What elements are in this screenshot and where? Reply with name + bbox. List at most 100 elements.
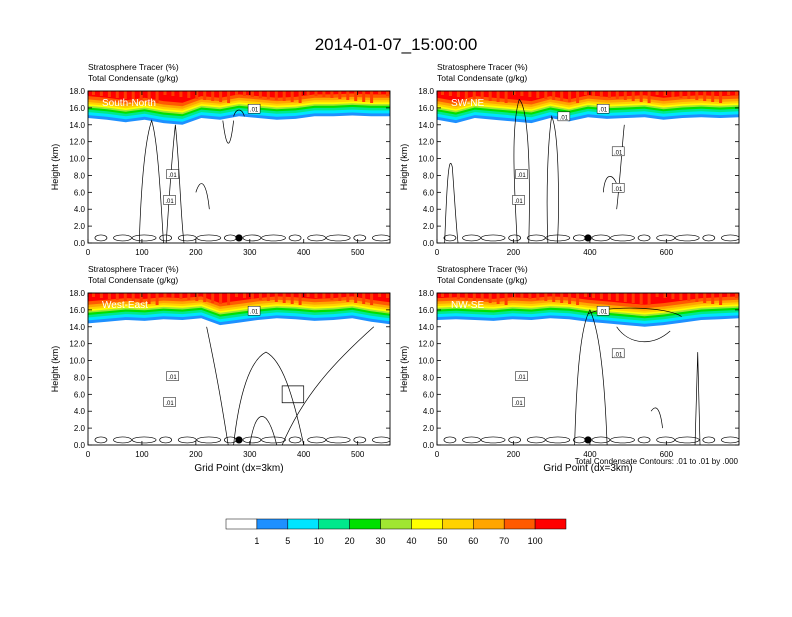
y-tick-label: 0.0 — [423, 441, 435, 450]
tracer-spike — [330, 91, 334, 98]
colorbar-label: 60 — [468, 536, 478, 546]
panel-label: SW-NE — [451, 98, 484, 109]
condensate-contour — [587, 307, 682, 317]
condensate-contour — [674, 234, 700, 242]
tracer-spike — [139, 293, 143, 303]
tracer-spike — [378, 293, 382, 297]
condensate-contour — [281, 385, 305, 404]
figure-title: 2014-01-07_15:00:00 — [315, 35, 478, 54]
tracer-spike — [639, 91, 643, 102]
colorbar-box — [287, 518, 319, 530]
tracer-spike — [282, 293, 286, 303]
tracer-spike — [464, 293, 468, 300]
tracer-spike — [592, 91, 595, 96]
condensate-contour — [159, 436, 173, 444]
tracer-spike — [623, 293, 627, 302]
condensate-contour — [94, 436, 108, 444]
y-tick-label: 4.0 — [423, 205, 435, 214]
contour-label: .01 — [614, 352, 623, 358]
y-tick-label: 4.0 — [74, 205, 86, 214]
tracer-spike — [560, 91, 564, 101]
tracer-spike — [386, 91, 389, 96]
tracer-spike — [671, 91, 675, 97]
y-tick-label: 18.0 — [418, 289, 434, 298]
tracer-spike — [92, 91, 95, 95]
y-tick-label: 14.0 — [418, 121, 434, 130]
tracer-spike — [171, 293, 175, 298]
tracer-spike — [282, 91, 286, 101]
tracer-spike — [520, 293, 524, 298]
condensate-contour — [616, 124, 625, 210]
tracer-spike — [663, 293, 667, 298]
condensate-contour — [206, 326, 229, 445]
tracer-spike — [243, 91, 246, 96]
tracer-spike — [266, 91, 270, 99]
y-tick-label: 10.0 — [69, 357, 85, 366]
tracer-spike — [354, 91, 358, 101]
condensate-contour — [443, 234, 457, 242]
x-tick-label: 100 — [135, 248, 149, 257]
tracer-spike — [480, 91, 484, 100]
tracer-spike — [584, 91, 587, 95]
contour-label-box — [557, 111, 571, 122]
tracer-spike — [346, 293, 350, 302]
x-tick-label: 0 — [435, 450, 440, 459]
contour-label-box — [611, 146, 625, 157]
tracer-spike — [187, 91, 191, 98]
tracer-spike — [378, 91, 382, 95]
tracer-spike — [235, 293, 238, 297]
condensate-contour — [637, 234, 651, 242]
condensate-contour — [196, 234, 222, 242]
contour-label: .01 — [168, 173, 177, 179]
contour-label: .01 — [250, 310, 259, 316]
contour-label-box — [596, 103, 610, 114]
tracer-spike — [211, 293, 215, 303]
tracer-spike — [496, 293, 500, 304]
contour-label: .01 — [599, 108, 608, 114]
condensate-contour — [233, 351, 305, 445]
colorbar-box — [411, 518, 443, 530]
tracer-spike — [703, 91, 707, 101]
condensate-contour — [443, 436, 457, 444]
tracer-spike — [719, 293, 723, 305]
y-tick-label: 10.0 — [69, 155, 85, 164]
location-marker — [235, 234, 243, 242]
tracer-spike — [584, 293, 587, 297]
y-tick-label: 12.0 — [418, 340, 434, 349]
tracer-spike — [536, 91, 540, 98]
condensate-contour — [508, 436, 522, 444]
tracer-spike — [274, 91, 278, 100]
y-tick-label: 8.0 — [423, 373, 435, 382]
contour-label: .01 — [599, 310, 608, 316]
tracer-spike — [647, 91, 651, 103]
condensate-contour — [462, 234, 481, 242]
condensate-contour — [372, 436, 390, 444]
tracer-spike — [552, 293, 556, 302]
colorbar-label: 20 — [345, 536, 355, 546]
tracer-spike — [671, 293, 675, 299]
contour-label-box — [512, 195, 525, 205]
condensate-contour — [526, 436, 546, 444]
tracer-spike — [599, 293, 603, 299]
tracer-spike — [131, 293, 135, 302]
tracer-spike — [250, 91, 254, 97]
tracer-spike — [504, 91, 508, 103]
colorbar-label: 5 — [285, 536, 290, 546]
tracer-spike — [195, 293, 199, 301]
condensate-contour — [233, 109, 245, 117]
tracer-spike — [711, 91, 715, 102]
panel-subtitle-tracer: Stratosphere Tracer (%) — [88, 62, 179, 72]
condensate-contour — [307, 234, 327, 242]
tracer-spike — [163, 293, 167, 297]
tracer-spike — [576, 91, 580, 103]
condensate-contour — [656, 436, 676, 444]
tracer-spike — [99, 91, 103, 96]
tracer-spike — [496, 91, 500, 102]
tracer-spike — [552, 91, 556, 100]
tracer-spike — [314, 293, 318, 298]
colorbar-label: 10 — [314, 536, 324, 546]
condensate-contour — [574, 309, 608, 445]
tracer-spike — [528, 293, 532, 299]
tracer-spike — [520, 91, 524, 96]
x-tick-label: 300 — [243, 450, 257, 459]
